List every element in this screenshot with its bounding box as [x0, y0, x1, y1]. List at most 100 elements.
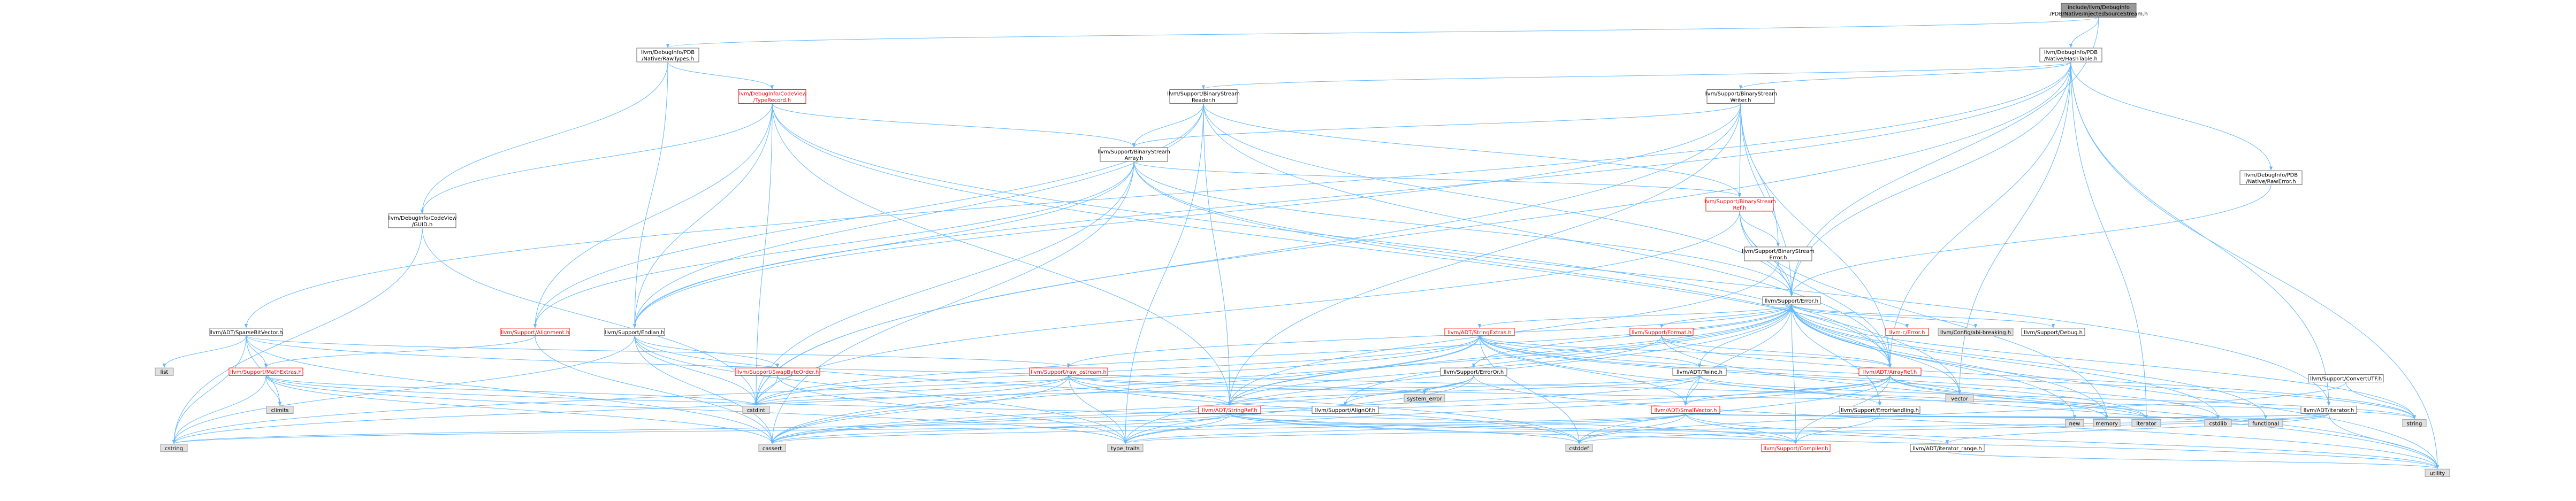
- node-box: [500, 328, 570, 336]
- node-sparsebv[interactable]: llvm/ADT/SparseBitVector.h: [209, 328, 283, 336]
- node-label: llvm/Support/Debug.h: [2024, 330, 2083, 336]
- node-error[interactable]: llvm/Support/Error.h: [1762, 296, 1821, 305]
- node-box: [2425, 468, 2450, 477]
- edge-stringref-to-cstring: [174, 413, 1230, 444]
- node-smallvector[interactable]: llvm/ADT/SmallVector.h: [1651, 406, 1720, 414]
- node-label: climits: [271, 408, 289, 414]
- node-errhandling[interactable]: llvm/Support/ErrorHandling.h: [1839, 406, 1920, 414]
- node-rawostream[interactable]: llvm/Support/raw_ostream.h: [1029, 367, 1108, 376]
- node-guid[interactable]: llvm/DebugInfo/CodeView/GUID.h: [387, 213, 457, 228]
- edge-adtiterator-to-cstddef: [1579, 413, 2329, 444]
- node-stringref[interactable]: llvm/ADT/StringRef.h: [1198, 406, 1261, 414]
- node-alignment[interactable]: llvm/Support/Alignment.h: [500, 328, 570, 336]
- node-label: llvm/Support/BinaryStream: [1167, 91, 1240, 97]
- node-adtiterator[interactable]: llvm/ADT/iterator.h: [2300, 406, 2357, 414]
- node-cstring: cstring: [160, 444, 188, 452]
- node-box: [738, 89, 806, 104]
- node-rawerror[interactable]: llvm/DebugInfo/PDB/Native/RawError.h: [2239, 170, 2303, 185]
- node-label: llvm/DebugInfo/CodeView: [737, 91, 806, 97]
- edge-hashtable-to-endian: [635, 61, 2071, 328]
- node-box: [1629, 328, 1694, 336]
- node-iterrange[interactable]: llvm/ADT/iterator_range.h: [1910, 444, 1985, 452]
- node-string: string: [2402, 419, 2427, 427]
- edge-mathextras-to-climits: [265, 375, 280, 405]
- edge-iterrange-to-utility: [1947, 451, 2437, 469]
- node-list: list: [155, 367, 174, 376]
- node-cerror[interactable]: llvm-c/Error.h: [1885, 328, 1929, 336]
- edge-stringextras-to-cstring: [174, 335, 1480, 444]
- node-label: llvm/Support/Endian.h: [605, 330, 664, 336]
- node-swapbyte[interactable]: llvm/Support/SwapByteOrder.h: [735, 367, 820, 376]
- node-alignof[interactable]: llvm/Support/AlignOf.h: [1312, 406, 1379, 414]
- edge-errhandling-to-compiler: [1796, 413, 1880, 444]
- node-label: Array.h: [1124, 156, 1143, 161]
- edge-typerecord-to-alignment: [535, 103, 773, 327]
- edge-convertutf-to-string: [2345, 382, 2414, 419]
- node-label: cassert: [763, 446, 782, 452]
- node-cstddef: cstddef: [1565, 444, 1593, 452]
- node-box: [1938, 328, 2014, 336]
- edge-rawostream-to-stringref: [1068, 375, 1230, 406]
- node-box: [604, 328, 665, 336]
- edge-bsreader-to-alignment: [535, 103, 1204, 327]
- node-label: llvm/Support/SwapByteOrder.h: [736, 369, 819, 375]
- edge-error-to-string: [1791, 304, 2414, 419]
- node-label: llvm/Support/Alignment.h: [501, 330, 569, 336]
- edge-error-to-configbreak: [1791, 304, 1976, 328]
- node-cstdlib: cstdlib: [2204, 419, 2232, 427]
- edge-smallvector-to-utility: [1685, 413, 2437, 469]
- edge-error-to-functional: [1791, 304, 2266, 419]
- edge-twine-to-cstdint: [756, 375, 1700, 406]
- node-box: [266, 406, 294, 414]
- node-format[interactable]: llvm/Support/Format.h: [1629, 328, 1694, 336]
- node-label: llvm/Support/Error.h: [1765, 298, 1818, 304]
- node-box: [742, 406, 770, 414]
- node-box: [2021, 328, 2085, 336]
- node-box: [735, 367, 820, 376]
- node-label: llvm/DebugInfo/PDB: [641, 50, 695, 56]
- edge-stringextras-to-string: [1479, 335, 2414, 419]
- node-label: llvm/Support/ConvertUTF.h: [2310, 376, 2382, 382]
- edge-typerecord-to-vector: [772, 103, 1960, 394]
- edge-error-to-memory: [1791, 304, 2107, 419]
- node-arrayref[interactable]: llvm/ADT/ArrayRef.h: [1858, 367, 1922, 376]
- node-rawtypes[interactable]: llvm/DebugInfo/PDB/Native/RawTypes.h: [636, 48, 699, 63]
- node-erroror[interactable]: llvm/Support/ErrorOr.h: [1440, 367, 1507, 376]
- edge-smallvector-to-new: [1685, 413, 2075, 419]
- node-root: include/llvm/DebugInfo/PDB/Native/Inject…: [2049, 3, 2148, 18]
- edge-hashtable-to-arrayref: [1890, 61, 2071, 367]
- node-compiler[interactable]: llvm/Support/Compiler.h: [1761, 444, 1831, 452]
- node-debug[interactable]: llvm/Support/Debug.h: [2021, 328, 2085, 336]
- node-twine[interactable]: llvm/ADT/Twine.h: [1672, 367, 1727, 376]
- node-endian[interactable]: llvm/Support/Endian.h: [604, 328, 665, 336]
- node-label: Ref.h: [1733, 205, 1747, 211]
- node-label: llvm/ADT/SmallVector.h: [1655, 408, 1717, 414]
- node-mathextras[interactable]: llvm/Support/MathExtras.h: [228, 367, 303, 376]
- node-typerecord[interactable]: llvm/DebugInfo/CodeView/TypeRecord.h: [737, 89, 807, 104]
- node-box: [1651, 406, 1720, 414]
- edge-smallvector-to-cstddef: [1579, 413, 1686, 444]
- node-label: /Native/HashTable.h: [2044, 56, 2098, 62]
- edge-endian-to-typetraits: [634, 335, 1125, 444]
- node-box: [1440, 367, 1507, 376]
- edge-format-to-arrayref: [1661, 335, 1890, 368]
- edge-bswriter-to-bsref: [1740, 103, 1741, 197]
- node-hashtable[interactable]: llvm/DebugInfo/PDB/Native/HashTable.h: [2039, 48, 2102, 63]
- edge-root-to-error: [1792, 17, 2099, 296]
- edge-bsreader-to-bsarray: [1134, 103, 1204, 147]
- edge-bsarray-to-cassert: [772, 161, 1134, 444]
- node-convertutf[interactable]: llvm/Support/ConvertUTF.h: [2308, 374, 2384, 383]
- node-box: [228, 367, 303, 376]
- node-box: [1706, 89, 1775, 104]
- edge-smallvector-to-cassert: [772, 413, 1686, 444]
- node-label: new: [2069, 421, 2080, 427]
- node-stringextras[interactable]: llvm/ADT/StringExtras.h: [1444, 328, 1515, 336]
- node-box: [2039, 48, 2102, 63]
- node-label: /Native/RawError.h: [2246, 179, 2296, 184]
- edge-typerecord-to-bsarray: [772, 103, 1134, 148]
